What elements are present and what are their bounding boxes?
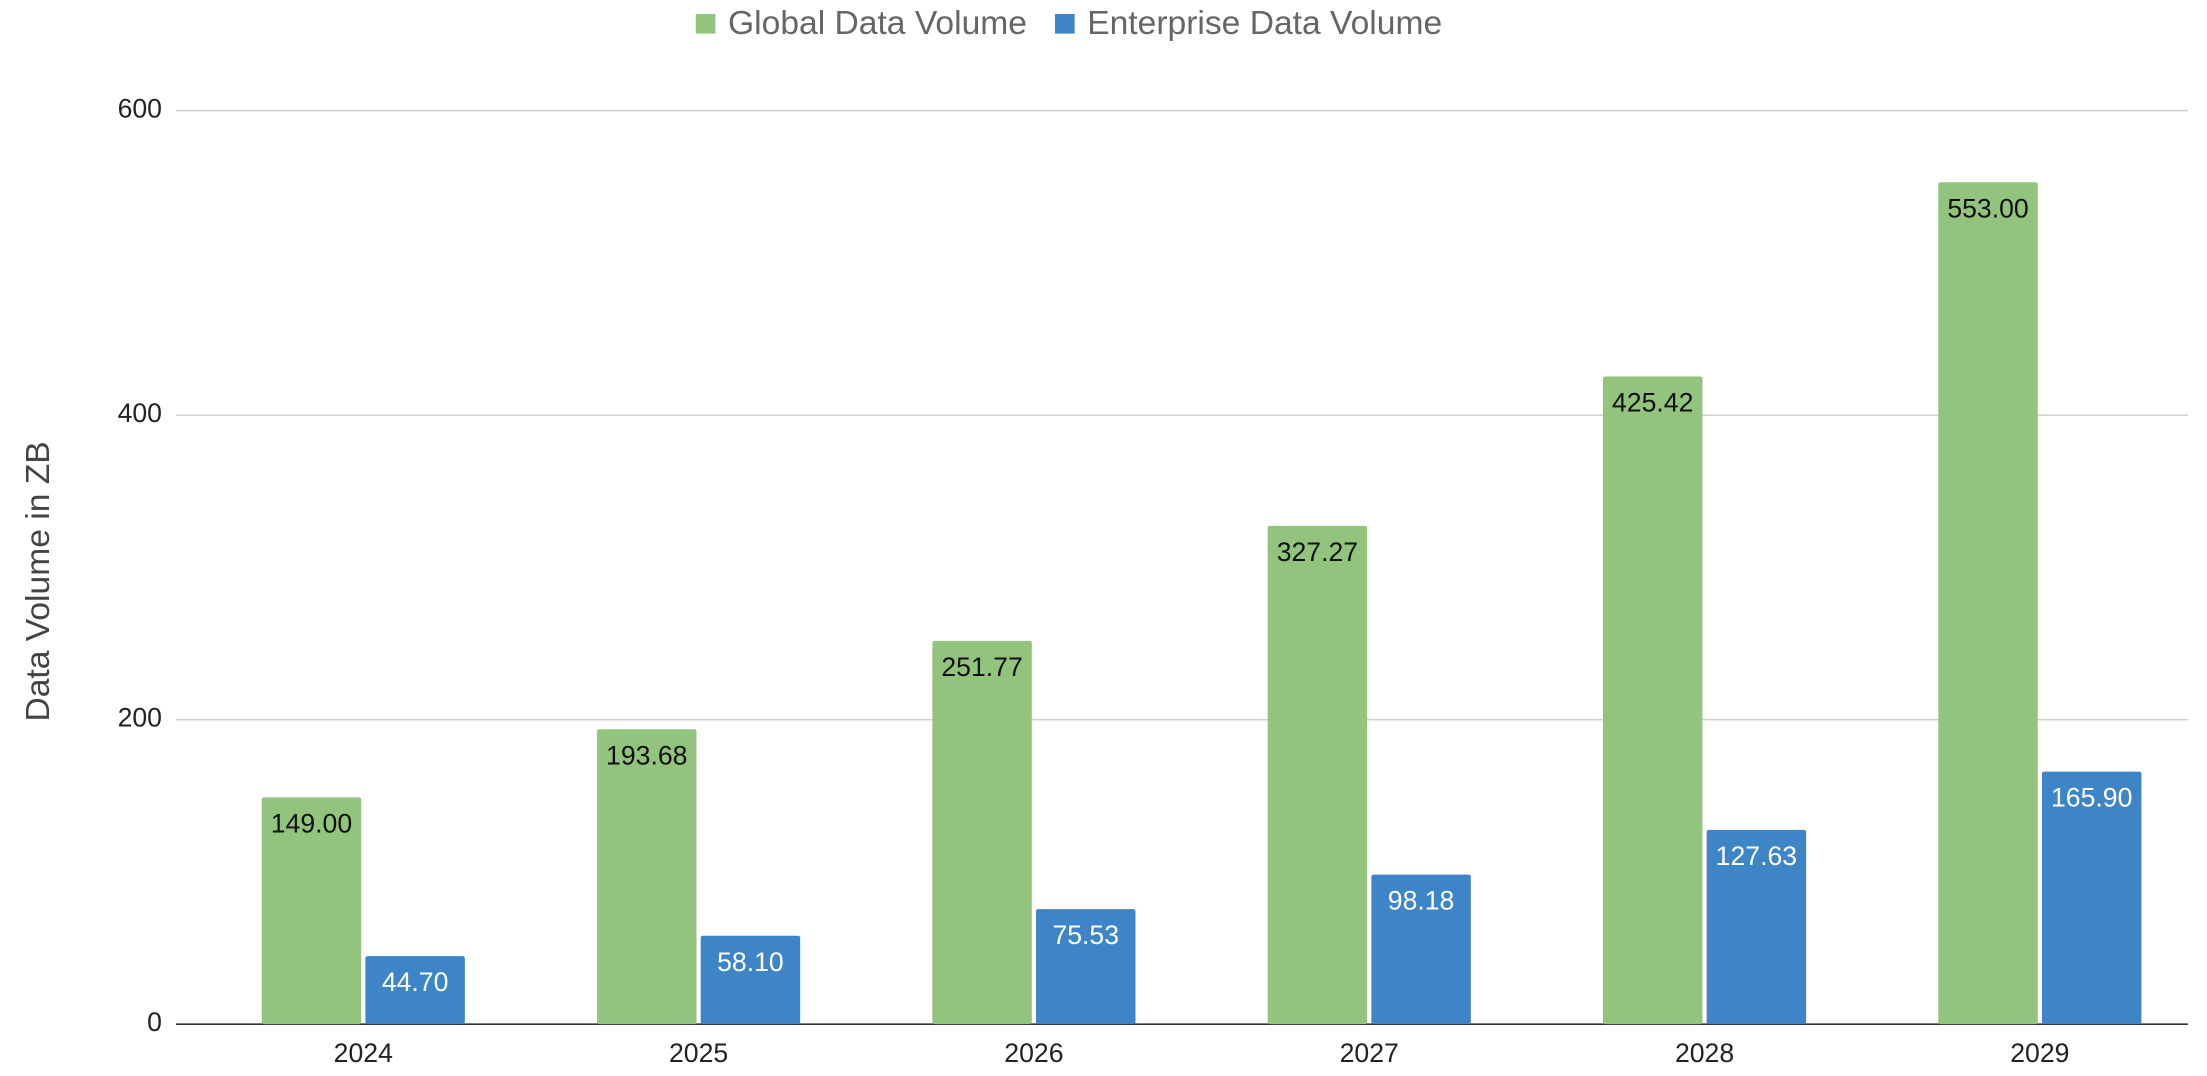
x-tick-label: 2025 — [669, 1038, 728, 1068]
data-label: 327.27 — [1277, 537, 1358, 567]
bar — [1706, 829, 1807, 1025]
bar — [261, 797, 362, 1025]
bar — [1602, 376, 1703, 1025]
y-tick-label: 600 — [118, 94, 162, 124]
bar — [932, 640, 1032, 1025]
y-tick-label: 200 — [118, 703, 162, 733]
data-label: 149.00 — [271, 808, 352, 838]
data-label: 193.68 — [606, 740, 687, 770]
x-tick-label: 2029 — [2010, 1038, 2069, 1068]
y-tick-label: 400 — [118, 398, 162, 428]
legend-label: Global Data Volume — [728, 5, 1027, 42]
bar — [1036, 909, 1136, 1025]
data-label: 127.63 — [1716, 841, 1797, 871]
legend-swatch — [1054, 14, 1075, 34]
data-label: 75.53 — [1052, 920, 1119, 950]
data-label: 425.42 — [1612, 388, 1693, 418]
bar — [2041, 771, 2142, 1025]
legend-swatch — [695, 14, 716, 34]
y-axis-title: Data Volume in ZB — [20, 441, 57, 721]
bar — [1371, 874, 1471, 1025]
bar — [700, 935, 801, 1025]
x-tick-label: 2026 — [1004, 1038, 1063, 1068]
data-label: 165.90 — [2051, 783, 2132, 813]
y-tick-label: 0 — [147, 1007, 162, 1037]
data-label: 553.00 — [1947, 193, 2028, 223]
x-tick-label: 2024 — [334, 1038, 393, 1068]
x-tick-label: 2027 — [1340, 1038, 1399, 1068]
data-label: 44.70 — [382, 967, 449, 997]
legend-label: Enterprise Data Volume — [1087, 5, 1442, 42]
data-label: 58.10 — [717, 947, 784, 977]
bar — [1938, 182, 2038, 1025]
bar — [1267, 525, 1368, 1025]
bar — [365, 956, 465, 1025]
data-label: 251.77 — [941, 652, 1022, 682]
x-tick-label: 2028 — [1675, 1038, 1734, 1068]
data-label: 98.18 — [1388, 886, 1455, 916]
bar — [597, 729, 697, 1025]
